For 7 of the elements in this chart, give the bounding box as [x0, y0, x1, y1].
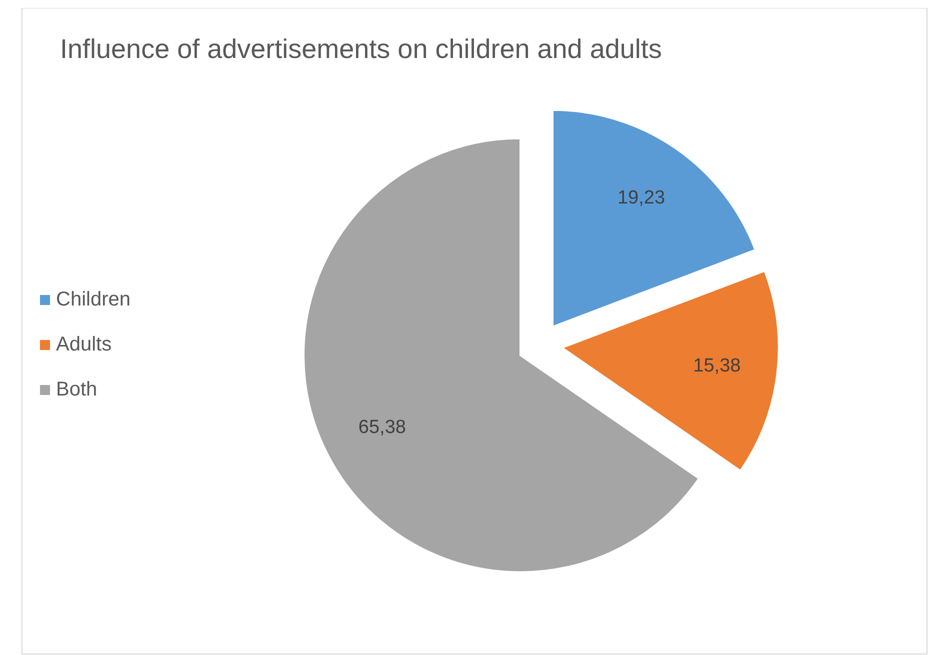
legend-label: Both	[56, 378, 98, 400]
chart-title: Influence of advertisements on children and adults	[60, 34, 662, 64]
data-label: 15,38	[693, 355, 741, 376]
data-label: 65,38	[358, 416, 406, 438]
legend-label: Adults	[56, 333, 112, 356]
legend-label: Children	[56, 288, 130, 310]
data-label: 19,23	[617, 187, 666, 208]
